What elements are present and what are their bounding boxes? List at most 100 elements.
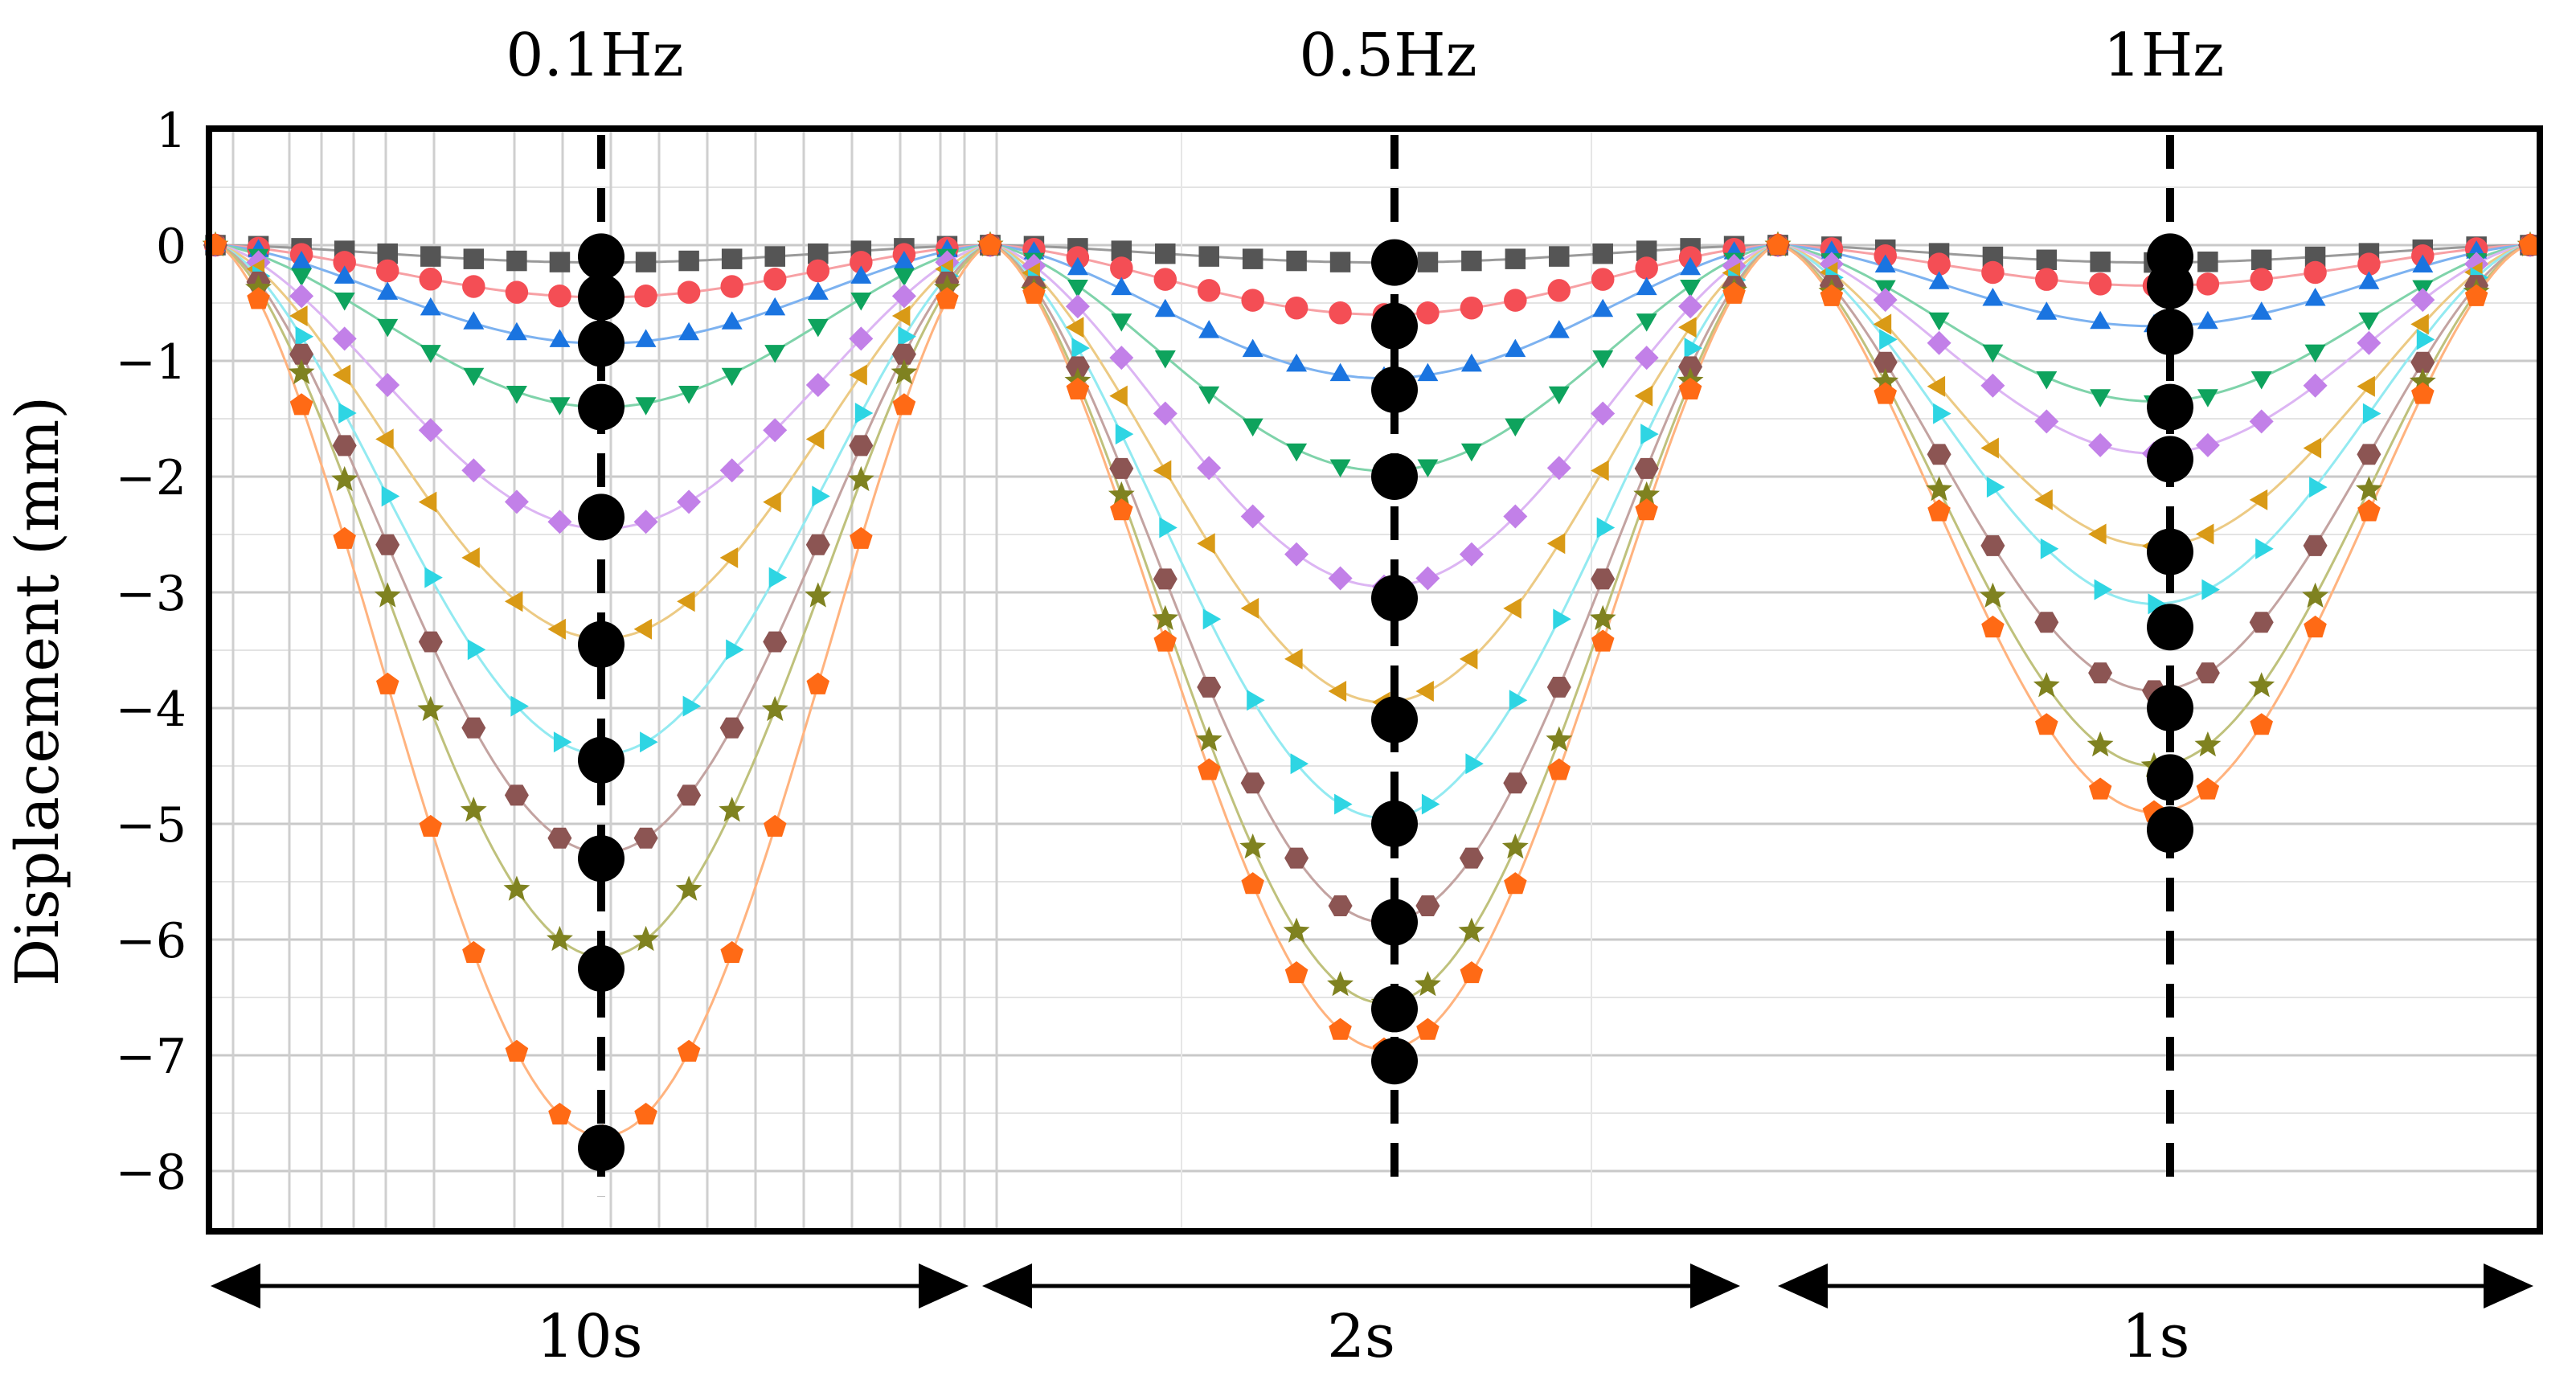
- marker-load-level-9: [805, 582, 832, 608]
- marker-load-level-10: [1022, 281, 1046, 304]
- marker-load-level-3: [463, 311, 485, 330]
- marker-load-level-10: [2464, 284, 2488, 306]
- marker-load-level-10: [1678, 377, 1702, 399]
- marker-load-level-4: [1982, 344, 2004, 363]
- marker-load-level-9: [2409, 368, 2436, 394]
- marker-load-level-5: [375, 373, 400, 397]
- marker-load-level-4: [850, 293, 872, 311]
- marker-load-level-5: [1459, 542, 1484, 567]
- center-dot: [2147, 383, 2193, 431]
- marker-load-level-2: [1635, 256, 1658, 280]
- marker-load-level-10: [634, 1103, 657, 1125]
- marker-load-level-10: [2196, 777, 2220, 800]
- center-dot: [578, 945, 625, 992]
- center-dot: [578, 493, 625, 541]
- duration-label: 2s: [1327, 1302, 1395, 1371]
- marker-load-level-9: [503, 875, 530, 901]
- marker-load-level-3: [1067, 256, 1088, 276]
- marker-load-level-6: [2249, 489, 2268, 510]
- marker-load-level-4: [1548, 386, 1570, 405]
- marker-load-level-1: [1329, 252, 1351, 272]
- marker-load-level-8: [289, 343, 314, 365]
- marker-load-level-4: [1928, 312, 1950, 331]
- marker-load-level-6: [1240, 597, 1259, 619]
- marker-load-level-9: [1546, 726, 1573, 751]
- marker-load-level-4: [2197, 389, 2218, 407]
- center-dot: [1371, 801, 1418, 847]
- marker-load-level-8: [1678, 356, 1703, 378]
- marker-load-level-7: [2255, 538, 2274, 559]
- marker-load-level-5: [1927, 330, 1951, 355]
- marker-load-level-7: [467, 639, 486, 661]
- marker-load-level-6: [633, 618, 653, 640]
- marker-load-level-10: [1547, 758, 1571, 780]
- marker-load-level-8: [2195, 662, 2220, 684]
- marker-load-level-10: [720, 940, 743, 963]
- marker-load-level-8: [2303, 535, 2328, 556]
- marker-load-level-6: [1328, 681, 1347, 702]
- marker-load-level-9: [1501, 833, 1529, 859]
- marker-load-level-1: [1286, 250, 1307, 272]
- marker-load-level-5: [1873, 288, 1898, 313]
- marker-load-level-4: [2036, 371, 2058, 390]
- marker-load-level-7: [1553, 608, 1571, 630]
- marker-load-level-10: [892, 393, 916, 416]
- marker-load-level-8: [375, 534, 400, 555]
- marker-load-level-10: [1874, 382, 1897, 404]
- y-tick-label: 1: [156, 103, 186, 159]
- marker-load-level-3: [1636, 276, 1657, 296]
- marker-load-level-9: [245, 274, 272, 300]
- marker-load-level-4: [807, 318, 829, 338]
- marker-load-level-6: [332, 364, 351, 386]
- marker-load-level-6: [1980, 437, 1999, 459]
- center-dot: [2147, 754, 2193, 801]
- marker-load-level-1: [721, 248, 743, 269]
- marker-load-level-7: [295, 326, 314, 347]
- marker-load-level-4: [334, 293, 355, 311]
- marker-load-level-2: [1981, 260, 2005, 285]
- marker-load-level-1: [1549, 246, 1570, 267]
- marker-load-level-10: [764, 814, 787, 837]
- center-dot: [1371, 302, 1418, 350]
- marker-load-level-8: [1546, 677, 1571, 698]
- marker-load-level-10: [2250, 713, 2273, 735]
- marker-load-level-6: [1927, 375, 1946, 397]
- marker-load-level-3: [1505, 338, 1526, 358]
- marker-load-level-10: [1722, 281, 1746, 304]
- marker-load-level-7: [2309, 477, 2328, 498]
- marker-load-level-10: [2411, 382, 2435, 404]
- marker-load-level-5: [763, 418, 788, 443]
- marker-load-level-9: [1589, 604, 1616, 630]
- marker-load-level-7: [338, 403, 357, 424]
- marker-load-level-7: [424, 567, 443, 588]
- duration-label: 1s: [2121, 1302, 2189, 1371]
- marker-load-level-8: [719, 717, 744, 739]
- marker-load-level-7: [1640, 424, 1659, 445]
- duration-label: 10s: [536, 1302, 642, 1371]
- marker-load-level-8: [1415, 895, 1440, 916]
- marker-load-level-3: [2036, 301, 2058, 320]
- marker-load-level-6: [1284, 648, 1303, 670]
- marker-load-level-5: [1415, 566, 1440, 591]
- marker-load-level-2: [2357, 252, 2381, 276]
- marker-load-level-7: [510, 695, 529, 717]
- marker-load-level-7: [1159, 517, 1177, 539]
- marker-load-level-6: [461, 547, 480, 568]
- marker-load-level-3: [1928, 271, 1950, 289]
- marker-load-level-10: [2088, 777, 2112, 800]
- marker-load-level-4: [764, 345, 786, 363]
- marker-load-level-3: [1111, 276, 1132, 296]
- marker-load-level-4: [549, 397, 571, 416]
- marker-load-level-9: [2248, 672, 2275, 698]
- marker-load-level-9: [1980, 582, 2006, 608]
- marker-load-level-4: [1329, 459, 1351, 477]
- center-dot: [578, 835, 625, 883]
- marker-load-level-2: [1241, 289, 1264, 312]
- marker-load-level-7: [1933, 403, 1951, 424]
- marker-load-level-3: [678, 321, 700, 341]
- marker-load-level-9: [1872, 368, 1899, 394]
- marker-load-level-7: [640, 731, 658, 753]
- marker-load-level-9: [1239, 833, 1267, 859]
- marker-load-level-6: [1873, 313, 1892, 335]
- marker-load-level-5: [677, 489, 702, 514]
